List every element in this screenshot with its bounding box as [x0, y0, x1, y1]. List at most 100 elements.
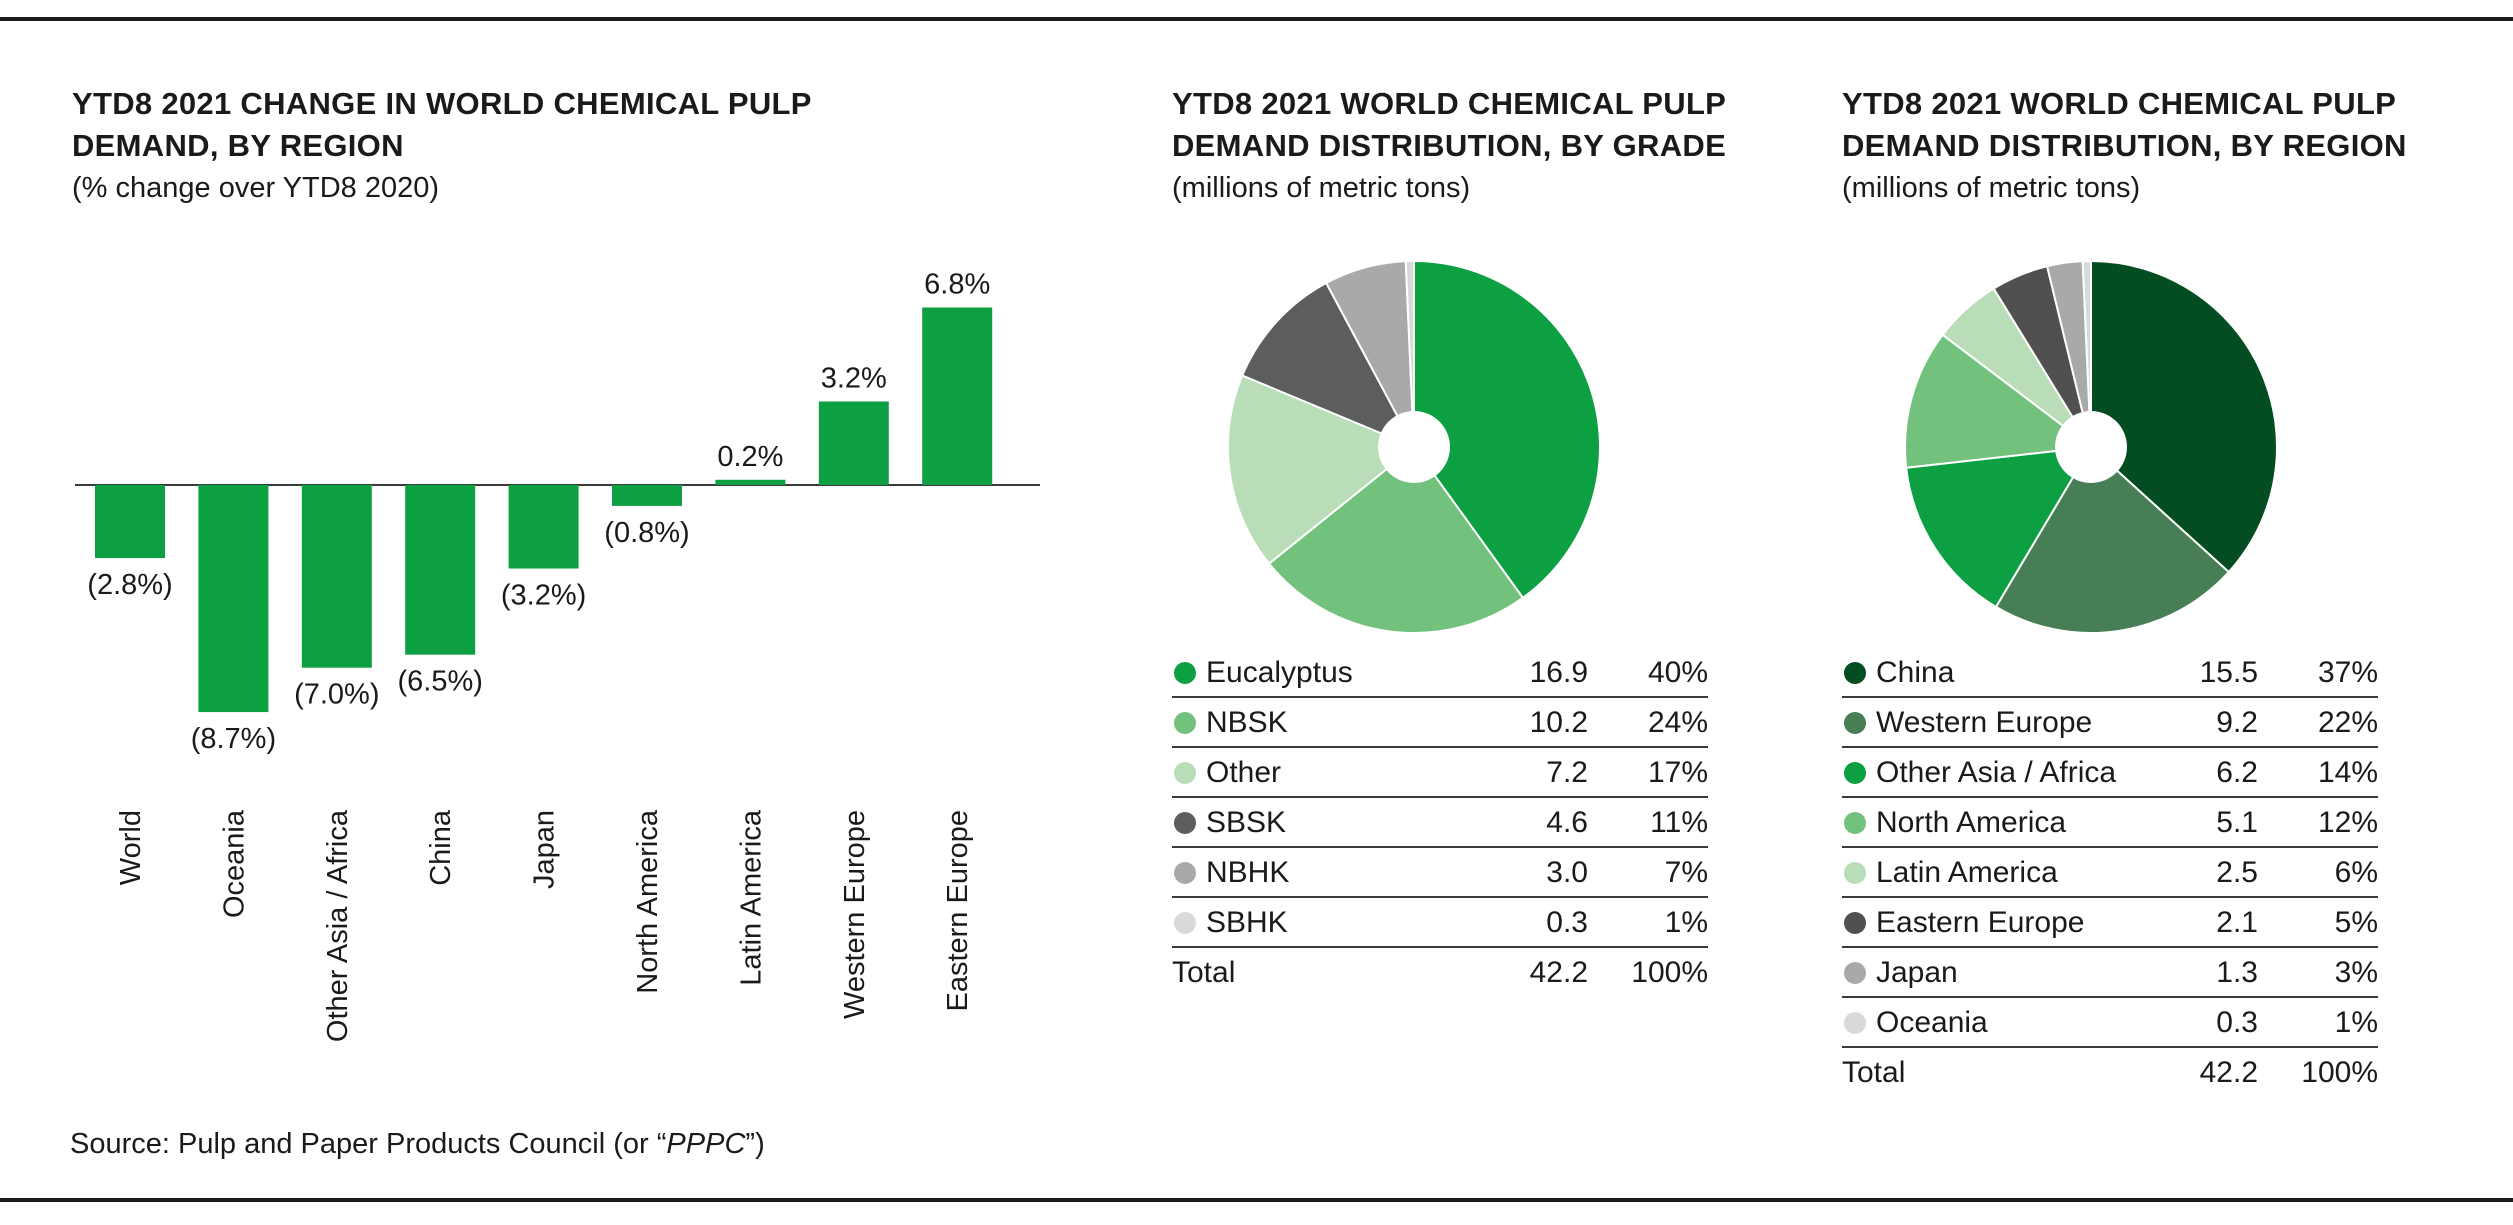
region-pie-title-line1: YTD8 2021 WORLD CHEMICAL PULP [1842, 86, 2397, 121]
pie-slice-sbhk [1404, 259, 1415, 448]
pie-center-hole [2055, 411, 2127, 483]
bar-value-label: (2.8%) [87, 569, 172, 601]
legend-label: SBSK [1206, 806, 1287, 839]
category-label: Latin America [735, 809, 767, 986]
legend-swatch [1174, 812, 1196, 834]
bar-oceania [198, 485, 269, 713]
bar-value-label: (7.0%) [294, 679, 379, 711]
legend-row-other: Other 7.2 17% [1172, 748, 1708, 798]
bar-chart-title: YTD8 2021 CHANGE IN WORLD CHEMICAL PULP … [72, 83, 812, 167]
pie-slice-sbsk [1240, 281, 1417, 450]
source-note: Source: Pulp and Paper Products Council … [70, 1128, 765, 1161]
legend-swatch [1844, 712, 1866, 734]
legend-value: 2.1 [2216, 906, 2258, 939]
legend-percent: 14% [2317, 756, 2378, 789]
legend-row-eastern-europe: Eastern Europe 2.1 5% [1842, 898, 2378, 948]
bottom-rule [0, 1198, 2513, 1202]
legend-swatch [1844, 962, 1866, 984]
category-label: Oceania [218, 809, 250, 918]
bar-value-label: (8.7%) [191, 723, 276, 755]
bar-eastern-europe [922, 307, 993, 485]
legend-percent: 22% [2317, 706, 2378, 739]
grade-pie-title-line2: DEMAND DISTRIBUTION, BY GRADE [1172, 128, 1727, 163]
pie-slice-western-europe [1994, 445, 2231, 634]
source-prefix: Source: Pulp and Paper Products Council … [70, 1128, 667, 1160]
bar-world [95, 485, 165, 559]
bar-other-asia-africa [301, 485, 372, 668]
legend-swatch [1844, 662, 1866, 684]
legend-row-eucalyptus: Eucalyptus 16.9 40% [1172, 648, 1708, 698]
bar-chart-subtitle: (% change over YTD8 2020) [72, 172, 440, 204]
legend-percent: 24% [1647, 706, 1708, 739]
legend-label: NBHK [1206, 856, 1290, 889]
legend-total-row: Total 42.2 100% [1842, 1048, 2378, 1098]
category-label: World [115, 810, 147, 885]
legend-percent: 37% [2317, 656, 2378, 689]
pie-slice-eucalyptus [1413, 259, 1601, 600]
legend-percent: 5% [2334, 906, 2378, 939]
legend-percent: 17% [1647, 756, 1708, 789]
pie-slice-oceania [2081, 259, 2092, 448]
legend-label: Eastern Europe [1876, 906, 2085, 939]
legend-label: Japan [1876, 956, 1958, 989]
legend-row-sbhk: SBHK 0.3 1% [1172, 898, 1708, 948]
pie-slice-nbsk [1267, 445, 1525, 634]
legend-row-latin-america: Latin America 2.5 6% [1842, 848, 2378, 898]
legend-row-japan: Japan 1.3 3% [1842, 948, 2378, 998]
pie-slice-other-asia-africa [1905, 445, 2093, 609]
legend-value: 5.1 [2216, 806, 2258, 839]
category-label: North America [632, 809, 664, 994]
bar-value-label: (6.5%) [397, 666, 482, 698]
legend-label: Other Asia / Africa [1876, 756, 2117, 789]
legend-label: China [1876, 656, 1955, 689]
legend-value: 6.2 [2216, 756, 2258, 789]
legend-swatch [1174, 662, 1196, 684]
pie-slice-china [2090, 259, 2278, 574]
legend-percent: 12% [2317, 806, 2378, 839]
legend-percent: 7% [1664, 856, 1708, 889]
legend-total-percent: 100% [1631, 956, 1708, 989]
legend-swatch [1174, 912, 1196, 934]
bar-western-europe [818, 401, 889, 485]
pie-slice-other [1227, 374, 1416, 565]
legend-row-nbsk: NBSK 10.2 24% [1172, 698, 1708, 748]
legend-percent: 1% [2334, 1006, 2378, 1039]
legend-value: 0.3 [2216, 1006, 2258, 1039]
legend-value: 16.9 [1529, 656, 1588, 689]
legend-label: Other [1206, 756, 1282, 789]
legend-label: NBSK [1206, 706, 1288, 739]
category-label: Western Europe [839, 810, 871, 1019]
legend-total-percent: 100% [2301, 1056, 2378, 1089]
legend-row-other-asia-africa: Other Asia / Africa 6.2 14% [1842, 748, 2378, 798]
legend-value: 3.0 [1546, 856, 1588, 889]
legend-swatch [1844, 862, 1866, 884]
legend-percent: 6% [2334, 856, 2378, 889]
legend-percent: 1% [1664, 906, 1708, 939]
legend-total-row: Total 42.2 100% [1172, 948, 1708, 998]
legend-row-oceania: Oceania 0.3 1% [1842, 998, 2378, 1048]
legend-value: 7.2 [1546, 756, 1588, 789]
category-label: Eastern Europe [942, 810, 974, 1012]
region-pie-chart [1904, 259, 2278, 634]
legend-total-value: 42.2 [2199, 1056, 2258, 1089]
legend-percent: 40% [1647, 656, 1708, 689]
bar-value-label: (0.8%) [604, 517, 689, 549]
legend-row-china: China 15.5 37% [1842, 648, 2378, 698]
legend-swatch [1174, 712, 1196, 734]
pie-slice-north-america [1904, 333, 2094, 469]
legend-label: Western Europe [1876, 706, 2093, 739]
category-label: China [425, 809, 457, 886]
category-label: Japan [529, 810, 561, 889]
legend-value: 1.3 [2216, 956, 2258, 989]
grade-pie-title: YTD8 2021 WORLD CHEMICAL PULP DEMAND DIS… [1172, 83, 1726, 167]
category-label: Other Asia / Africa [322, 809, 354, 1042]
legend-swatch [1844, 1012, 1866, 1034]
region-pie-legend: China 15.5 37% Western Europe 9.2 22% Other As… [1842, 648, 2378, 1098]
legend-total-value: 42.2 [1529, 956, 1588, 989]
bar-north-america [612, 485, 682, 506]
bar-value-label: 0.2% [717, 441, 783, 473]
region-pie-title: YTD8 2021 WORLD CHEMICAL PULP DEMAND DIS… [1842, 83, 2407, 167]
legend-swatch [1844, 812, 1866, 834]
legend-swatch [1844, 762, 1866, 784]
legend-swatch [1844, 912, 1866, 934]
